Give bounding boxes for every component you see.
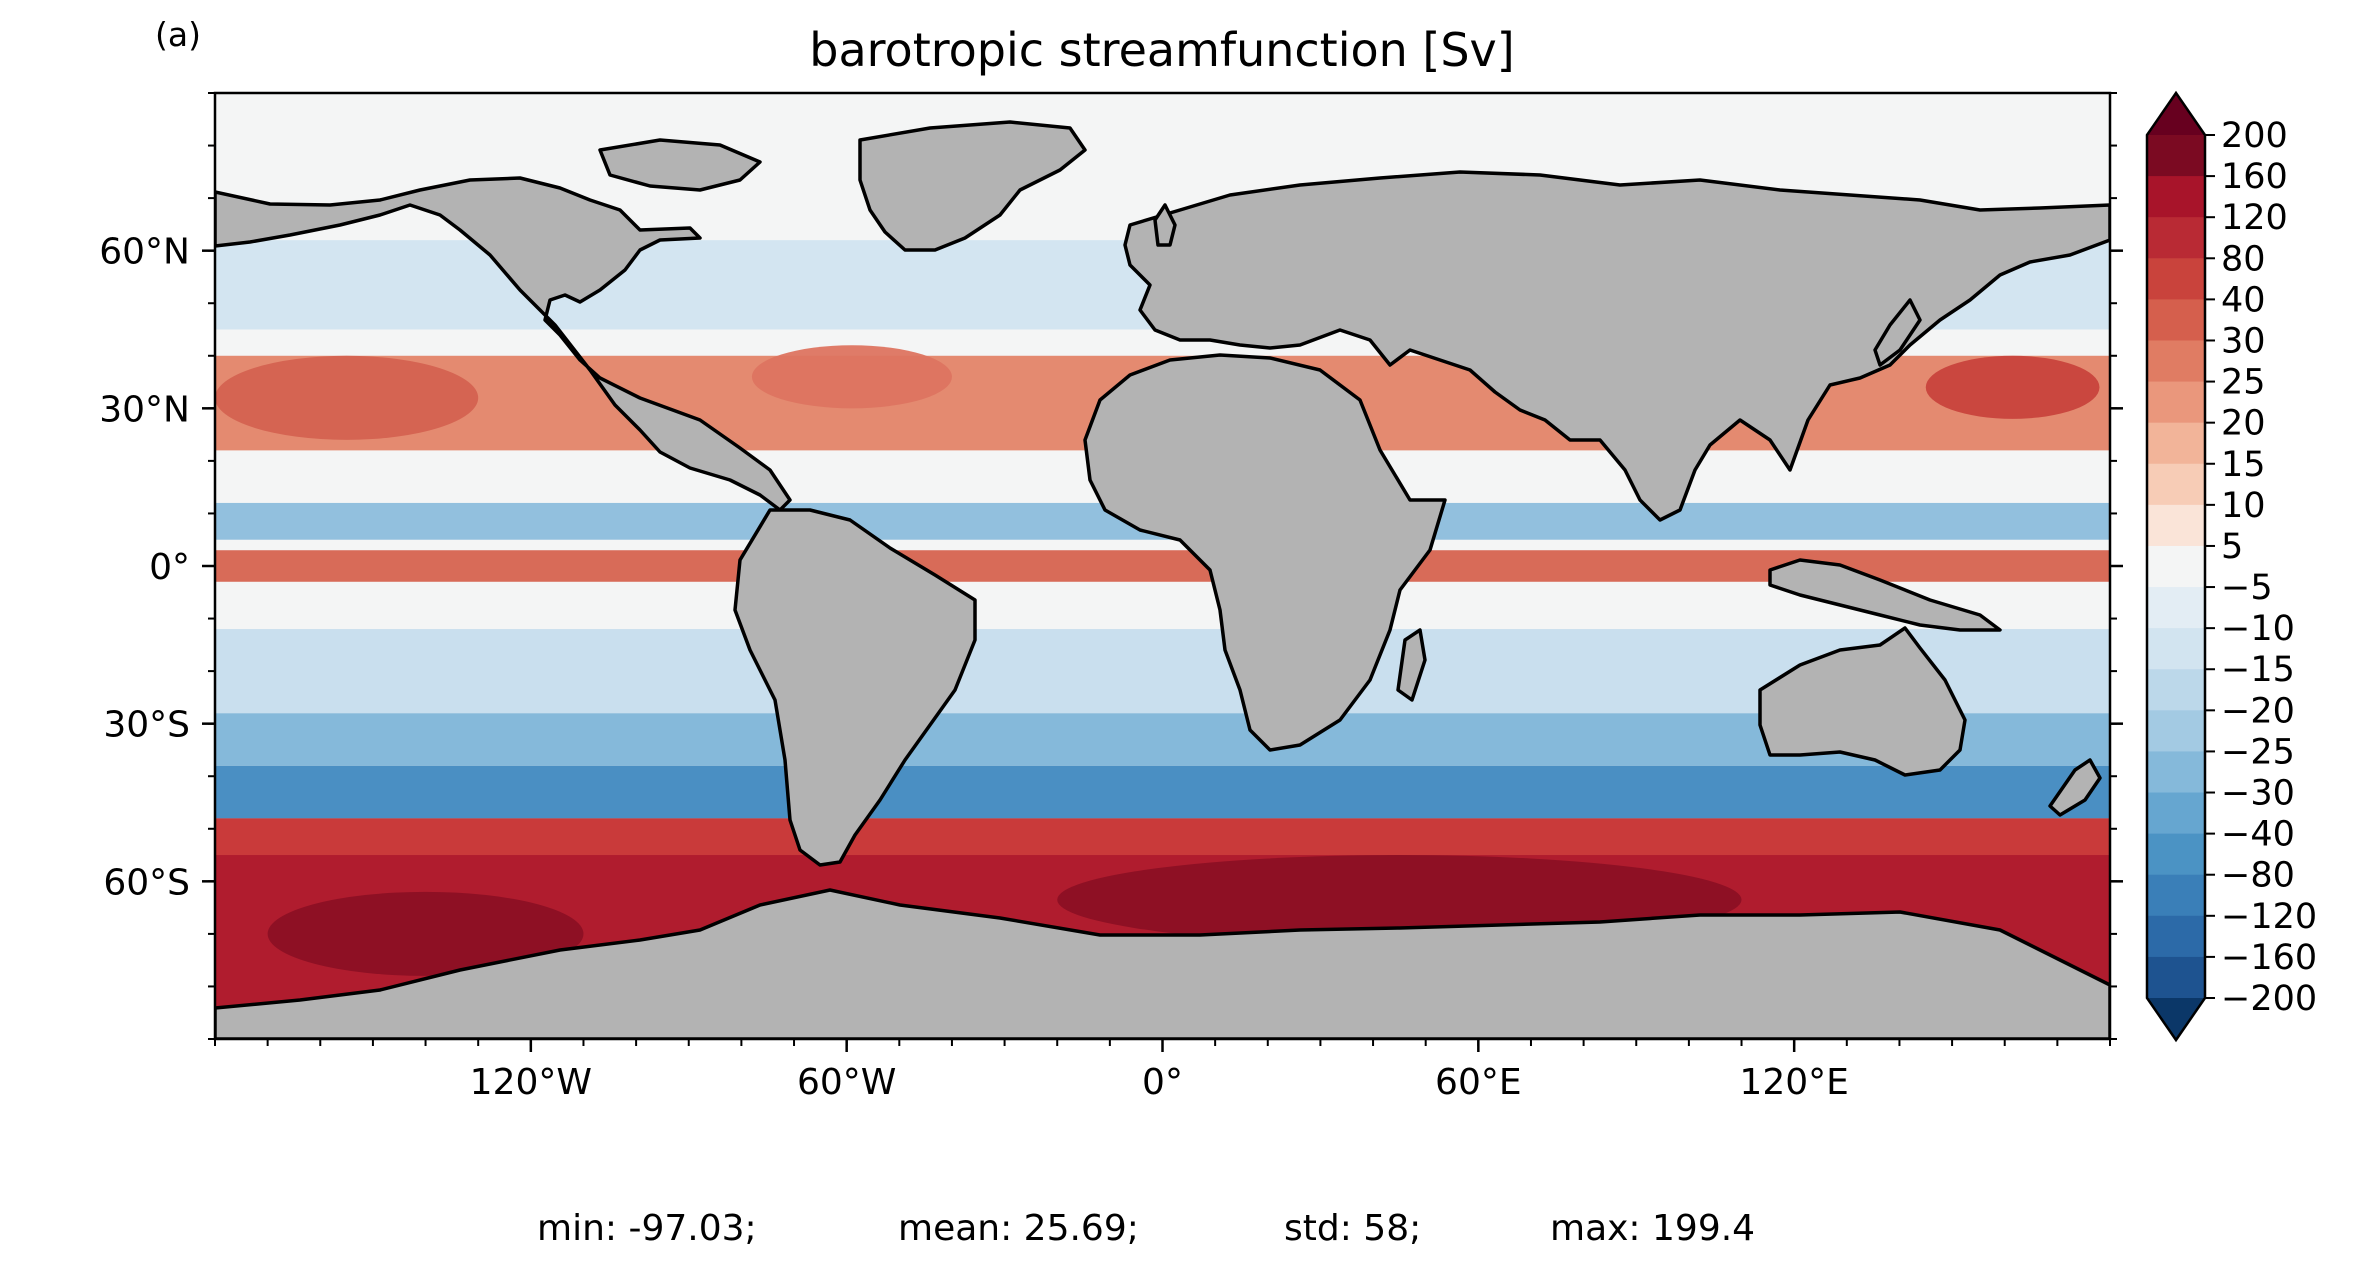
x-axis: 120°W 60°W 0° 60°E 120°E xyxy=(214,1039,2111,1103)
colorbar-tick-label: −5 xyxy=(2221,568,2273,608)
greenland-land xyxy=(858,120,1087,252)
colorbar-segment xyxy=(2147,587,2205,629)
australia-land xyxy=(1758,626,1967,777)
colorbar-tick-label: −160 xyxy=(2221,938,2317,978)
colorbar-tick-label: −80 xyxy=(2221,856,2295,896)
field-band-1 xyxy=(215,818,2110,856)
colorbar-segment xyxy=(2147,135,2205,177)
colorbar-tick-label: −40 xyxy=(2221,815,2295,855)
africa-land xyxy=(1083,353,1447,752)
colorbar-extend-min xyxy=(2147,998,2205,1040)
colorbar-segment xyxy=(2147,792,2205,835)
colorbar-tick-label: 25 xyxy=(2221,363,2266,403)
colorbar-tick-label: −15 xyxy=(2221,650,2295,690)
x-tick-label: 120°E xyxy=(1739,1062,1848,1103)
colorbar-tick-label: 40 xyxy=(2221,280,2266,320)
map-title: barotropic streamfunction [Sv] xyxy=(809,23,1514,77)
stat-mean: mean: 25.69; xyxy=(898,1208,1139,1249)
x-tick-label: 60°E xyxy=(1435,1062,1522,1103)
colorbar-segment xyxy=(2147,710,2205,753)
stat-std: std: 58; xyxy=(1284,1208,1421,1249)
streamfunction-field xyxy=(215,120,2110,1039)
panel-label: (a) xyxy=(155,15,201,54)
colorbar-tick-label: 160 xyxy=(2221,157,2288,197)
colorbar-segment xyxy=(2147,669,2205,711)
madagascar-land xyxy=(1396,628,1427,702)
new-zealand-land xyxy=(2048,758,2102,817)
y-axis: 60°N 30°N 0° 30°S 60°S xyxy=(99,92,2123,1040)
colorbar-tick-label: 15 xyxy=(2221,445,2266,485)
y-tick-label: 30°S xyxy=(103,705,190,746)
land-masses xyxy=(215,120,2110,1039)
stat-max: max: 199.4 xyxy=(1550,1208,1755,1249)
field-hotspot-0 xyxy=(267,891,584,976)
colorbar-segment xyxy=(2147,299,2205,342)
stats-footer: min: -97.03; mean: 25.69; std: 58; max: … xyxy=(537,1208,1755,1249)
colorbar-tick-label: 5 xyxy=(2221,527,2243,567)
field-band-2 xyxy=(215,765,2110,819)
colorbar-segment xyxy=(2147,217,2205,259)
antarctica-land xyxy=(215,888,2110,1039)
map-panel xyxy=(213,91,2112,1041)
colorbar-tick-label: −20 xyxy=(2221,691,2295,731)
colorbar-tick-label: −10 xyxy=(2221,609,2295,649)
colorbar-segment xyxy=(2147,504,2205,547)
x-tick-label: 60°W xyxy=(797,1062,896,1103)
colorbar-segment xyxy=(2147,915,2205,958)
field-hotspot-2 xyxy=(1925,355,2100,419)
colorbar-segment xyxy=(2147,463,2205,506)
colorbar-segment xyxy=(2147,422,2205,465)
colorbar-segment xyxy=(2147,545,2205,588)
colorbar: 200160120804030252015105−5−10−15−20−25−3… xyxy=(2145,90,2317,1043)
colorbar-extend-max xyxy=(2147,93,2205,135)
colorbar-tick-label: −120 xyxy=(2221,897,2317,937)
colorbar-segment xyxy=(2147,258,2205,300)
y-tick-label: 60°S xyxy=(103,862,190,903)
colorbar-tick-label: 20 xyxy=(2221,404,2266,444)
colorbar-tick-label: 80 xyxy=(2221,239,2266,279)
uk-land xyxy=(1153,203,1177,247)
colorbar-tick-label: −200 xyxy=(2221,979,2317,1019)
colorbar-tick-label: −30 xyxy=(2221,774,2295,814)
maritime-continent-land xyxy=(1768,558,2002,632)
japan-land xyxy=(1873,298,1922,367)
y-tick-label: 0° xyxy=(149,547,190,588)
north-america-land xyxy=(215,176,792,512)
colorbar-segment xyxy=(2147,176,2205,218)
colorbar-segment xyxy=(2147,628,2205,670)
y-tick-label: 30°N xyxy=(99,389,190,430)
y-tick-label: 60°N xyxy=(99,232,190,273)
colorbar-segment xyxy=(2147,751,2205,794)
south-america-land xyxy=(733,508,977,867)
field-hotspot-3 xyxy=(215,355,479,440)
colorbar-tick-label: 30 xyxy=(2221,321,2266,361)
eurasia-land xyxy=(1123,170,2110,522)
field-hotspot-4 xyxy=(751,345,952,409)
colorbar-segment xyxy=(2147,381,2205,424)
stat-min: min: -97.03; xyxy=(537,1208,757,1249)
colorbar-tick-label: −25 xyxy=(2221,732,2295,772)
colorbar-segment xyxy=(2147,874,2205,917)
colorbar-tick-label: 10 xyxy=(2221,486,2266,526)
colorbar-tick-label: 120 xyxy=(2221,198,2288,238)
arctic-archipelago-land xyxy=(598,138,762,192)
colorbar-segment xyxy=(2147,833,2205,876)
colorbar-tick-label: 200 xyxy=(2221,116,2288,156)
x-tick-label: 0° xyxy=(1142,1062,1183,1103)
x-tick-label: 120°W xyxy=(470,1062,592,1103)
colorbar-segment xyxy=(2147,340,2205,383)
colorbar-segment xyxy=(2147,956,2205,999)
